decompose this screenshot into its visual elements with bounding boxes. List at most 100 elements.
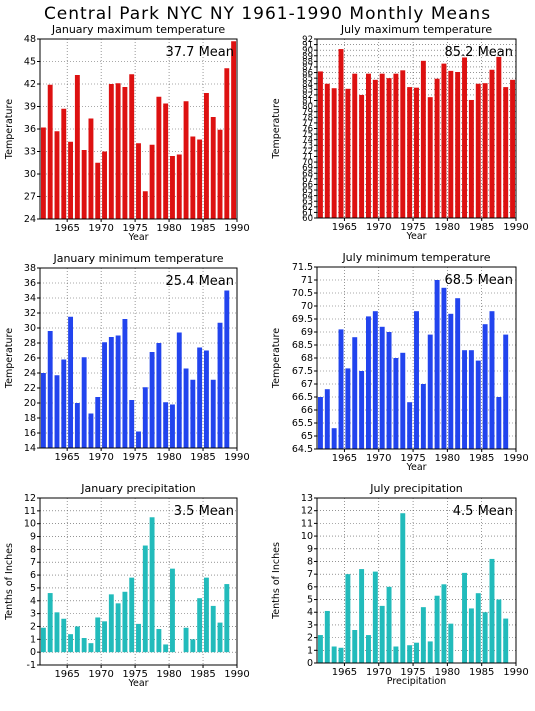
bar-1962: [40, 373, 46, 448]
y-tick-label: 70: [302, 158, 313, 168]
x-tick-label: 1965: [332, 667, 357, 678]
bar-1966: [345, 88, 351, 218]
x-tick-label: 1985: [190, 223, 215, 234]
y-tick-label: 28: [24, 338, 36, 349]
bar-1984: [468, 350, 474, 449]
bar-1966: [68, 316, 74, 448]
y-tick-label: 77: [302, 119, 313, 129]
y-tick-label: 4: [307, 607, 313, 618]
bar-1988: [217, 129, 223, 219]
chart-title: January maximum temperature: [51, 23, 225, 36]
bar-1977: [142, 191, 148, 219]
bar-1979: [156, 343, 162, 448]
y-tick-label: 12: [301, 506, 313, 517]
mean-annotation: 37.7 Mean: [166, 45, 235, 60]
x-tick-label: 1975: [400, 222, 425, 233]
bar-1965: [338, 329, 344, 449]
bar-1989: [224, 584, 230, 653]
bar-1976: [414, 311, 419, 449]
bar-1973: [115, 335, 121, 448]
bar-1985: [475, 360, 481, 449]
y-tick-label: 3: [30, 609, 36, 620]
bar-1967: [352, 630, 358, 663]
x-axis-label: Precipitation: [387, 676, 446, 687]
bar-1990: [510, 79, 516, 218]
y-tick-label: 8: [30, 544, 36, 555]
bar-1985: [197, 347, 203, 448]
y-tick-label: 39: [24, 102, 36, 113]
bar-1971: [379, 73, 385, 219]
y-tick-label: 61: [302, 208, 313, 218]
bar-1977: [420, 60, 426, 218]
y-tick-label: 11: [24, 506, 36, 517]
page-title: Central Park NYC NY 1961-1990 Monthly Me…: [43, 4, 492, 24]
bar-1964: [331, 88, 337, 218]
x-tick-label: 1990: [224, 669, 249, 680]
x-tick-label: 1965: [332, 222, 357, 233]
bar-1970: [372, 79, 378, 218]
bar-1988: [217, 622, 223, 653]
bar-1971: [379, 605, 385, 663]
y-tick-label: 45: [24, 57, 36, 68]
bar-1978: [149, 352, 155, 448]
y-tick-label: 90: [302, 46, 313, 56]
bar-1970: [95, 617, 101, 653]
bar-1970: [372, 311, 378, 449]
chart-jan-max-temp: January maximum temperature 24 27 30 33 36 39 4…: [4, 23, 250, 243]
y-tick-label: 84: [302, 80, 313, 90]
bar-1984: [468, 608, 474, 663]
y-tick-label: 68: [301, 353, 313, 364]
bar-1971: [102, 621, 107, 653]
bar-1987: [489, 558, 495, 663]
bar-1979: [156, 96, 162, 219]
y-axis-label: Temperature: [271, 328, 282, 389]
bar-1975: [407, 645, 413, 663]
bar-1983: [462, 350, 468, 449]
bar-1986: [482, 324, 488, 449]
bar-1965: [61, 359, 67, 448]
bar-1968: [359, 94, 365, 218]
y-tick-label: 60: [302, 214, 313, 224]
bar-1986: [482, 83, 488, 218]
bar-1978: [427, 334, 433, 449]
bar-1972: [386, 78, 392, 218]
y-tick-label: 48: [24, 34, 36, 45]
x-tick-label: 1965: [54, 223, 79, 234]
chart-title: January minimum temperature: [52, 252, 223, 265]
chart-jul-max-temp: July maximum temperature 6061626364656667…: [271, 23, 529, 242]
y-tick-label: 73: [302, 141, 313, 151]
bar-1965: [61, 618, 67, 653]
bar-1983: [462, 572, 468, 663]
bar-1967: [352, 337, 358, 449]
bar-1981: [170, 404, 175, 448]
bar-1972: [108, 594, 114, 653]
y-tick-label: 81: [302, 97, 313, 107]
bar-1987: [210, 605, 216, 653]
x-tick-label: 1970: [88, 223, 113, 234]
y-tick-label: 32: [24, 308, 36, 319]
bar-1973: [393, 73, 399, 219]
y-tick-label: 67: [301, 379, 313, 390]
bar-1981: [448, 70, 454, 219]
y-tick-label: 69.5: [292, 314, 313, 325]
bar-1987: [489, 311, 495, 449]
bar-1974: [400, 352, 406, 449]
bar-1963: [324, 389, 330, 449]
bar-1963: [47, 331, 53, 448]
bar-1969: [365, 316, 371, 449]
y-tick-label: 71.5: [292, 262, 313, 273]
bar-1986: [203, 350, 209, 448]
bar-1971: [379, 326, 385, 449]
y-tick-label: 10: [301, 531, 313, 542]
bar-1974: [122, 591, 128, 653]
bar-1979: [434, 78, 440, 218]
bar-1975: [407, 87, 413, 218]
bar-1975: [129, 74, 135, 219]
x-tick-label: 1985: [469, 453, 494, 464]
y-tick-label: 18: [24, 413, 36, 424]
bar-1983: [183, 627, 189, 653]
bar-1969: [365, 635, 371, 663]
bar-1987: [210, 117, 216, 219]
bar-1972: [108, 84, 114, 219]
bar-1966: [345, 368, 351, 449]
